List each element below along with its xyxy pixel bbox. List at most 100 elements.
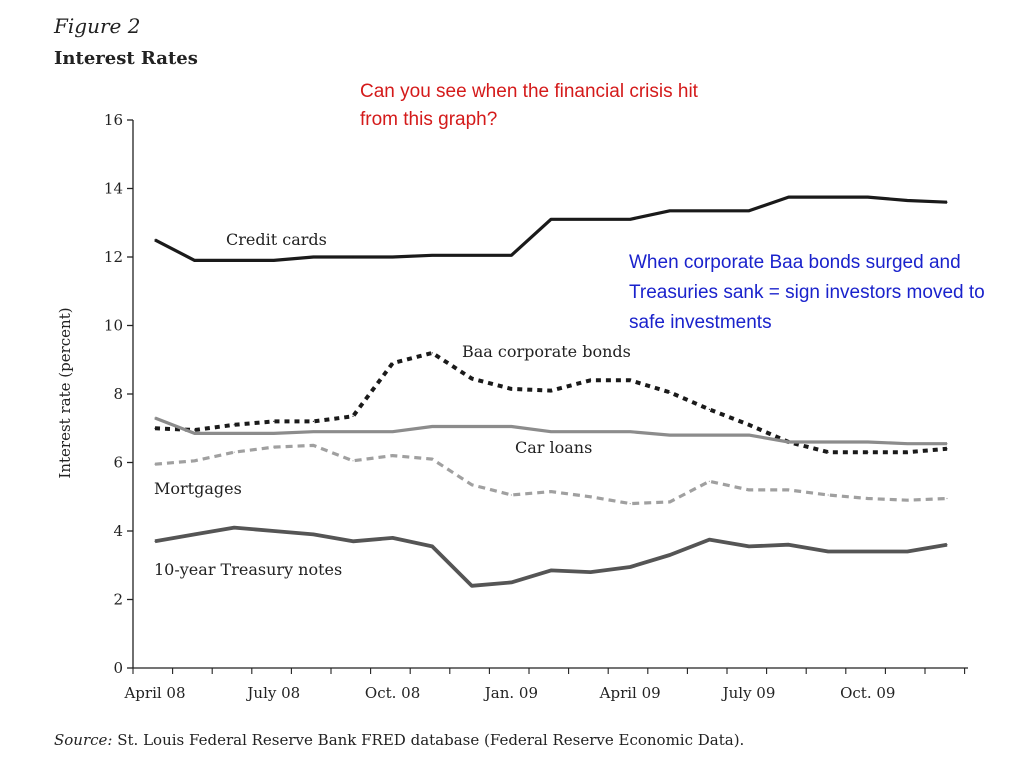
x-tick-label: April 09 (599, 684, 661, 702)
figure-number: Figure 2 (54, 14, 141, 38)
y-tick-label: 6 (113, 454, 123, 472)
x-tick-label: April 08 (123, 684, 185, 702)
data-point (510, 494, 512, 496)
data-point (510, 254, 512, 256)
series-car-loans (154, 416, 948, 446)
x-tick-label: Oct. 09 (840, 684, 895, 702)
data-point (669, 210, 671, 212)
data-point (273, 259, 275, 261)
data-point (669, 391, 671, 393)
y-tick-label: 0 (113, 659, 123, 677)
series-credit-cards (154, 195, 948, 262)
y-axis-title: Interest rate (percent) (56, 307, 74, 478)
data-point (273, 432, 275, 434)
data-point (906, 443, 909, 445)
data-point (827, 441, 829, 443)
data-point (708, 408, 711, 410)
x-tick-label: Jan. 09 (483, 684, 538, 702)
data-point (312, 444, 314, 446)
data-point (392, 455, 394, 457)
data-point (629, 431, 631, 433)
data-point (946, 448, 948, 450)
data-point (431, 545, 433, 548)
chart-axes: 0 2 4 6 8 10 12 14 16 April 08 July 08 Oct. 08 Jan. … (104, 111, 968, 702)
data-point (788, 489, 790, 491)
data-point (312, 420, 314, 422)
series-10-year-treasury-notes (154, 525, 948, 588)
data-point (352, 415, 354, 417)
series-labels: Credit cards Baa corporate bonds Car loa… (154, 230, 631, 579)
data-point (510, 425, 512, 428)
data-point (194, 432, 196, 434)
data-point (867, 196, 869, 198)
data-point (431, 254, 433, 256)
data-point (471, 254, 473, 256)
data-point (550, 218, 552, 220)
data-point (392, 256, 394, 258)
data-point (629, 503, 631, 505)
data-point (273, 420, 275, 422)
data-point (946, 544, 948, 546)
data-point (827, 494, 829, 496)
data-point (629, 379, 631, 381)
data-point (352, 256, 354, 258)
data-point (392, 362, 394, 364)
data-point (194, 460, 196, 462)
y-tick-label: 4 (113, 522, 123, 540)
series-label-credit-cards: Credit cards (226, 230, 327, 249)
data-point (510, 388, 512, 390)
data-point (590, 379, 592, 381)
series-label-treasury: 10-year Treasury notes (154, 560, 342, 579)
data-point (590, 218, 592, 220)
data-point (233, 432, 235, 434)
data-point (748, 424, 750, 426)
data-point (629, 218, 631, 220)
data-point (312, 533, 314, 536)
source-note: Source: St. Louis Federal Reserve Bank F… (54, 731, 744, 749)
data-point (748, 489, 750, 491)
data-point (708, 434, 711, 436)
data-point (471, 425, 473, 428)
data-point (748, 545, 750, 548)
data-point (352, 431, 354, 433)
y-tick-label: 14 (104, 180, 123, 198)
data-point (154, 427, 156, 429)
data-point (906, 550, 909, 553)
data-point (392, 537, 394, 539)
data-point (669, 501, 671, 503)
data-point (590, 431, 592, 433)
annotation-red-note: Can you see when the financial crisis hi… (360, 81, 698, 130)
data-point (590, 496, 592, 498)
data-point (550, 569, 552, 572)
data-point (154, 540, 156, 542)
data-point (669, 554, 671, 556)
data-point (154, 239, 156, 241)
data-point (471, 378, 473, 380)
data-point (312, 431, 314, 433)
x-tick-label: July 08 (245, 684, 300, 702)
data-point (550, 390, 552, 392)
data-point (431, 352, 433, 354)
data-point (906, 451, 909, 453)
y-tick-label: 2 (113, 591, 123, 609)
data-point (154, 417, 156, 419)
data-point (629, 566, 631, 568)
series-layer (154, 195, 948, 588)
source-text: St. Louis Federal Reserve Bank FRED data… (112, 731, 745, 749)
data-point (867, 497, 869, 500)
data-point (788, 441, 790, 443)
y-tick-label: 8 (113, 385, 123, 403)
data-point (233, 424, 235, 426)
data-point (471, 484, 473, 486)
data-point (550, 431, 552, 433)
data-point (827, 550, 829, 553)
y-tick-label: 16 (104, 111, 123, 129)
data-point (431, 458, 433, 460)
data-point (669, 434, 671, 436)
data-point (867, 550, 869, 553)
data-point (233, 451, 235, 453)
data-point (827, 196, 829, 198)
series-mortgages (154, 443, 948, 506)
data-point (906, 199, 909, 202)
